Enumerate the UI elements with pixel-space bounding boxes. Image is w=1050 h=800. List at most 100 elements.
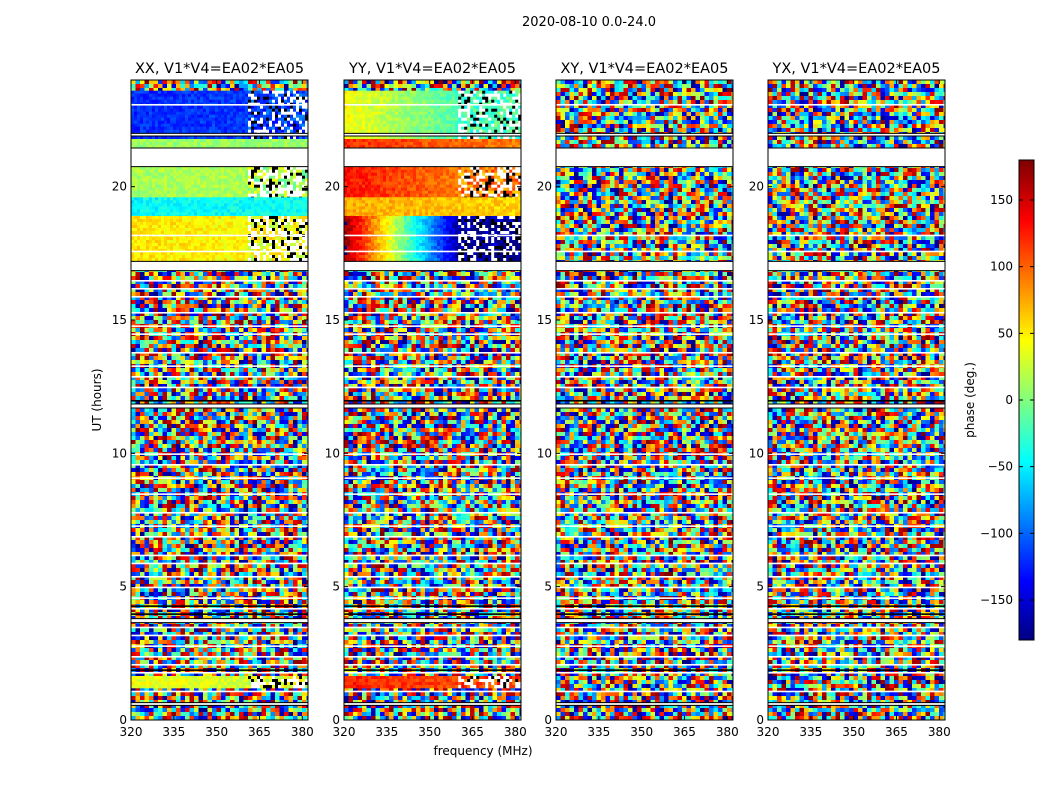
x-tick-label-2-365: 365 xyxy=(673,725,696,739)
colorbar-cell xyxy=(1019,358,1034,361)
colorbar-cell xyxy=(1019,274,1034,277)
colorbar-cell xyxy=(1019,424,1034,427)
colorbar-cell xyxy=(1019,494,1034,497)
panel-2: XY, V1*V4=EA02*EA05 320 335 350 365 380 0 5 10 15… xyxy=(537,61,739,739)
colorbar-cell xyxy=(1019,510,1034,513)
colorbar-cell xyxy=(1019,296,1034,299)
y-axis-label: UT (hours) xyxy=(90,368,104,431)
x-tick-label-2-320: 320 xyxy=(545,725,568,739)
colorbar-cell xyxy=(1019,616,1034,619)
colorbar-cell xyxy=(1019,326,1034,329)
colorbar-cell xyxy=(1019,516,1034,519)
y-tick-label-2-10: 10 xyxy=(537,446,552,460)
colorbar-cell xyxy=(1019,196,1034,199)
colorbar-cell xyxy=(1019,226,1034,229)
colorbar-cell xyxy=(1019,336,1034,339)
panels-group: XX, V1*V4=EA02*EA05 320 335 350 365 380 0 5 10 15… xyxy=(90,61,951,758)
colorbar-cell xyxy=(1019,206,1034,209)
colorbar-cell xyxy=(1019,320,1034,323)
colorbar-cell xyxy=(1019,244,1034,247)
colorbar-cell xyxy=(1019,312,1034,315)
colorbar-cell xyxy=(1019,246,1034,249)
colorbar-cell xyxy=(1019,394,1034,397)
colorbar-cell xyxy=(1019,618,1034,621)
colorbar-cell xyxy=(1019,558,1034,561)
colorbar-cell xyxy=(1019,238,1034,241)
colorbar-cell xyxy=(1019,240,1034,243)
colorbar-cell xyxy=(1019,530,1034,533)
colorbar-cell xyxy=(1019,386,1034,389)
colorbar-cell xyxy=(1019,334,1034,337)
colorbar-cell xyxy=(1019,234,1034,237)
colorbar-cell xyxy=(1019,350,1034,353)
y-tick-label-3-5: 5 xyxy=(756,580,764,594)
y-tick-label-0-5: 5 xyxy=(119,580,127,594)
colorbar-cell xyxy=(1019,302,1034,305)
colorbar-cell xyxy=(1019,488,1034,491)
colorbar-cell xyxy=(1019,500,1034,503)
y-tick-label-2-15: 15 xyxy=(537,313,552,327)
colorbar-cell xyxy=(1019,236,1034,239)
colorbar-cell xyxy=(1019,418,1034,421)
colorbar-cell xyxy=(1019,198,1034,201)
x-tick-label-1-365: 365 xyxy=(461,725,484,739)
colorbar-cell xyxy=(1019,476,1034,479)
colorbar-cell xyxy=(1019,588,1034,591)
colorbar-cell xyxy=(1019,534,1034,537)
colorbar-cell xyxy=(1019,332,1034,335)
colorbar-cell xyxy=(1019,324,1034,327)
colorbar-cell xyxy=(1019,414,1034,417)
colorbar-cell xyxy=(1019,492,1034,495)
colorbar-cell xyxy=(1019,470,1034,473)
y-tick-label-1-0: 0 xyxy=(332,713,340,727)
colorbar-cell xyxy=(1019,578,1034,581)
colorbar-cell xyxy=(1019,432,1034,435)
colorbar-cell xyxy=(1019,520,1034,523)
colorbar-cell xyxy=(1019,284,1034,287)
colorbar-cell xyxy=(1019,464,1034,467)
colorbar-cell xyxy=(1019,214,1034,217)
colorbar-cell xyxy=(1019,366,1034,369)
colorbar-cell xyxy=(1019,552,1034,555)
colorbar-cell xyxy=(1019,276,1034,279)
colorbar-cell xyxy=(1019,278,1034,281)
colorbar-cell xyxy=(1019,416,1034,419)
panel-title-3: YX, V1*V4=EA02*EA05 xyxy=(771,61,940,77)
colorbar-cell xyxy=(1019,228,1034,231)
colorbar-cell xyxy=(1019,612,1034,615)
colorbar-cell xyxy=(1019,458,1034,461)
colorbar-cell xyxy=(1019,584,1034,587)
colorbar-cell xyxy=(1019,606,1034,609)
colorbar-cell xyxy=(1019,388,1034,391)
colorbar-cell xyxy=(1019,400,1034,403)
colorbar-cell xyxy=(1019,254,1034,257)
colorbar-cell xyxy=(1019,574,1034,577)
colorbar-cell xyxy=(1019,514,1034,517)
colorbar-cell xyxy=(1019,194,1034,197)
colorbar-tick-label--100: −100 xyxy=(980,526,1013,540)
colorbar-cell xyxy=(1019,536,1034,539)
axes-frame-0 xyxy=(130,79,309,721)
colorbar-cell xyxy=(1019,186,1034,189)
colorbar-cell xyxy=(1019,460,1034,463)
colorbar-cell xyxy=(1019,620,1034,623)
heatmap-image-3 xyxy=(768,80,945,720)
x-tick-label-2-380: 380 xyxy=(716,725,739,739)
colorbar-cell xyxy=(1019,542,1034,545)
colorbar-cell xyxy=(1019,636,1034,639)
panel-title-1: YY, V1*V4=EA02*EA05 xyxy=(348,61,516,77)
colorbar-cell xyxy=(1019,330,1034,333)
y-tick-label-3-0: 0 xyxy=(756,713,764,727)
colorbar-cell xyxy=(1019,486,1034,489)
colorbar-cell xyxy=(1019,404,1034,407)
colorbar-cell xyxy=(1019,560,1034,563)
colorbar-cell xyxy=(1019,622,1034,625)
colorbar-cell xyxy=(1019,322,1034,325)
colorbar-cell xyxy=(1019,306,1034,309)
colorbar-cell xyxy=(1019,356,1034,359)
colorbar-cell xyxy=(1019,176,1034,179)
colorbar-cell xyxy=(1019,338,1034,341)
colorbar-cell xyxy=(1019,454,1034,457)
colorbar-cell xyxy=(1019,582,1034,585)
colorbar-cell xyxy=(1019,518,1034,521)
